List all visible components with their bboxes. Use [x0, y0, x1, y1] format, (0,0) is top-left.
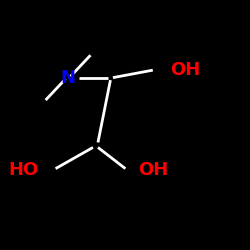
- Text: HO: HO: [8, 161, 38, 179]
- Text: OH: OH: [138, 161, 168, 179]
- Text: N: N: [60, 69, 76, 87]
- Text: OH: OH: [170, 61, 200, 79]
